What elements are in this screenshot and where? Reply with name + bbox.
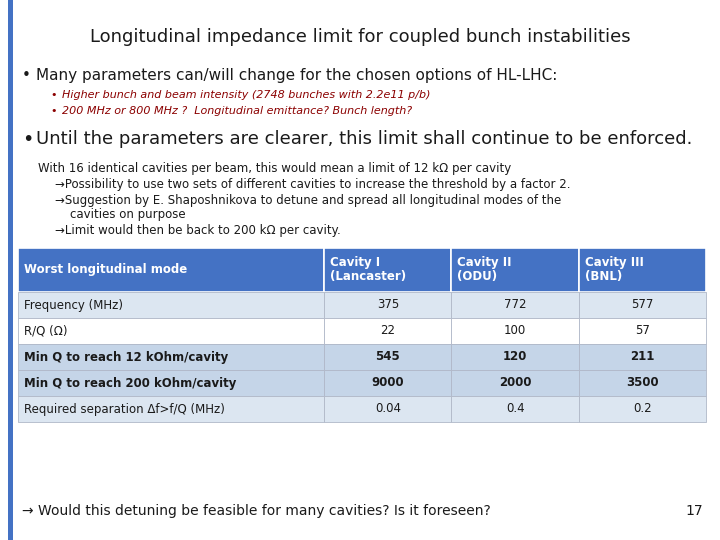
Text: Worst longitudinal mode: Worst longitudinal mode [24, 264, 187, 276]
Text: → Would this detuning be feasible for many cavities? Is it foreseen?: → Would this detuning be feasible for ma… [22, 504, 491, 518]
Text: 100: 100 [504, 325, 526, 338]
Text: 2000: 2000 [499, 376, 531, 389]
Text: Longitudinal impedance limit for coupled bunch instabilities: Longitudinal impedance limit for coupled… [90, 28, 630, 46]
Text: With 16 identical cavities per beam, this would mean a limit of 12 kΩ per cavity: With 16 identical cavities per beam, thi… [38, 162, 511, 175]
Text: (Lancaster): (Lancaster) [330, 270, 406, 283]
Bar [451, 248, 579, 292]
Bar [18, 292, 324, 318]
Bar [451, 292, 579, 318]
Text: 9000: 9000 [372, 376, 404, 389]
Bar [451, 396, 579, 422]
Text: 0.2: 0.2 [633, 402, 652, 415]
Bar [18, 318, 324, 344]
Text: (ODU): (ODU) [457, 270, 498, 283]
Text: Cavity III: Cavity III [585, 256, 644, 269]
Bar [18, 370, 324, 396]
Bar [8, 0, 13, 540]
Bar [18, 248, 324, 292]
Bar [18, 396, 324, 422]
Bar [451, 344, 579, 370]
Bar [324, 370, 451, 396]
Bar [324, 344, 451, 370]
Bar [451, 318, 579, 344]
Text: 120: 120 [503, 350, 527, 363]
Bar [451, 370, 579, 396]
Bar [18, 344, 324, 370]
Text: Until the parameters are clearer, this limit shall continue to be enforced.: Until the parameters are clearer, this l… [36, 130, 693, 148]
Text: Frequency (MHz): Frequency (MHz) [24, 299, 123, 312]
Bar [579, 370, 706, 396]
Bar [579, 292, 706, 318]
Text: (BNL): (BNL) [585, 270, 622, 283]
Text: 0.04: 0.04 [375, 402, 401, 415]
Text: 57: 57 [635, 325, 649, 338]
Text: 22: 22 [380, 325, 395, 338]
Text: Cavity II: Cavity II [457, 256, 512, 269]
Text: Cavity I: Cavity I [330, 256, 380, 269]
Text: Required separation Δf>f/Q (MHz): Required separation Δf>f/Q (MHz) [24, 402, 225, 415]
Text: 375: 375 [377, 299, 399, 312]
Text: Many parameters can/will change for the chosen options of HL-LHC:: Many parameters can/will change for the … [36, 68, 557, 83]
Bar [579, 318, 706, 344]
Text: R/Q (Ω): R/Q (Ω) [24, 325, 68, 338]
Text: →Suggestion by E. Shaposhnikova to detune and spread all longitudinal modes of t: →Suggestion by E. Shaposhnikova to detun… [55, 194, 562, 207]
Text: 3500: 3500 [626, 376, 659, 389]
Text: 211: 211 [630, 350, 654, 363]
Bar [579, 396, 706, 422]
Bar [324, 248, 451, 292]
Text: •: • [50, 90, 56, 100]
Text: 577: 577 [631, 299, 654, 312]
Text: →Possibility to use two sets of different cavities to increase the threshold by : →Possibility to use two sets of differen… [55, 178, 570, 191]
Text: 200 MHz or 800 MHz ?  Longitudinal emittance? Bunch length?: 200 MHz or 800 MHz ? Longitudinal emitta… [62, 106, 412, 116]
Bar [579, 248, 706, 292]
Text: →Limit would then be back to 200 kΩ per cavity.: →Limit would then be back to 200 kΩ per … [55, 224, 341, 237]
Bar [324, 396, 451, 422]
Text: Min Q to reach 200 kOhm/cavity: Min Q to reach 200 kOhm/cavity [24, 376, 236, 389]
Text: 17: 17 [685, 504, 703, 518]
Text: 0.4: 0.4 [505, 402, 524, 415]
Bar [324, 318, 451, 344]
Text: •: • [22, 130, 33, 149]
Text: cavities on purpose: cavities on purpose [55, 208, 186, 221]
Text: 772: 772 [504, 299, 526, 312]
Bar [579, 344, 706, 370]
Text: 545: 545 [375, 350, 400, 363]
Text: Higher bunch and beam intensity (2748 bunches with 2.2e11 p/b): Higher bunch and beam intensity (2748 bu… [62, 90, 431, 100]
Text: •: • [50, 106, 56, 116]
Text: Min Q to reach 12 kOhm/cavity: Min Q to reach 12 kOhm/cavity [24, 350, 228, 363]
Bar [324, 292, 451, 318]
Text: •: • [22, 68, 31, 83]
